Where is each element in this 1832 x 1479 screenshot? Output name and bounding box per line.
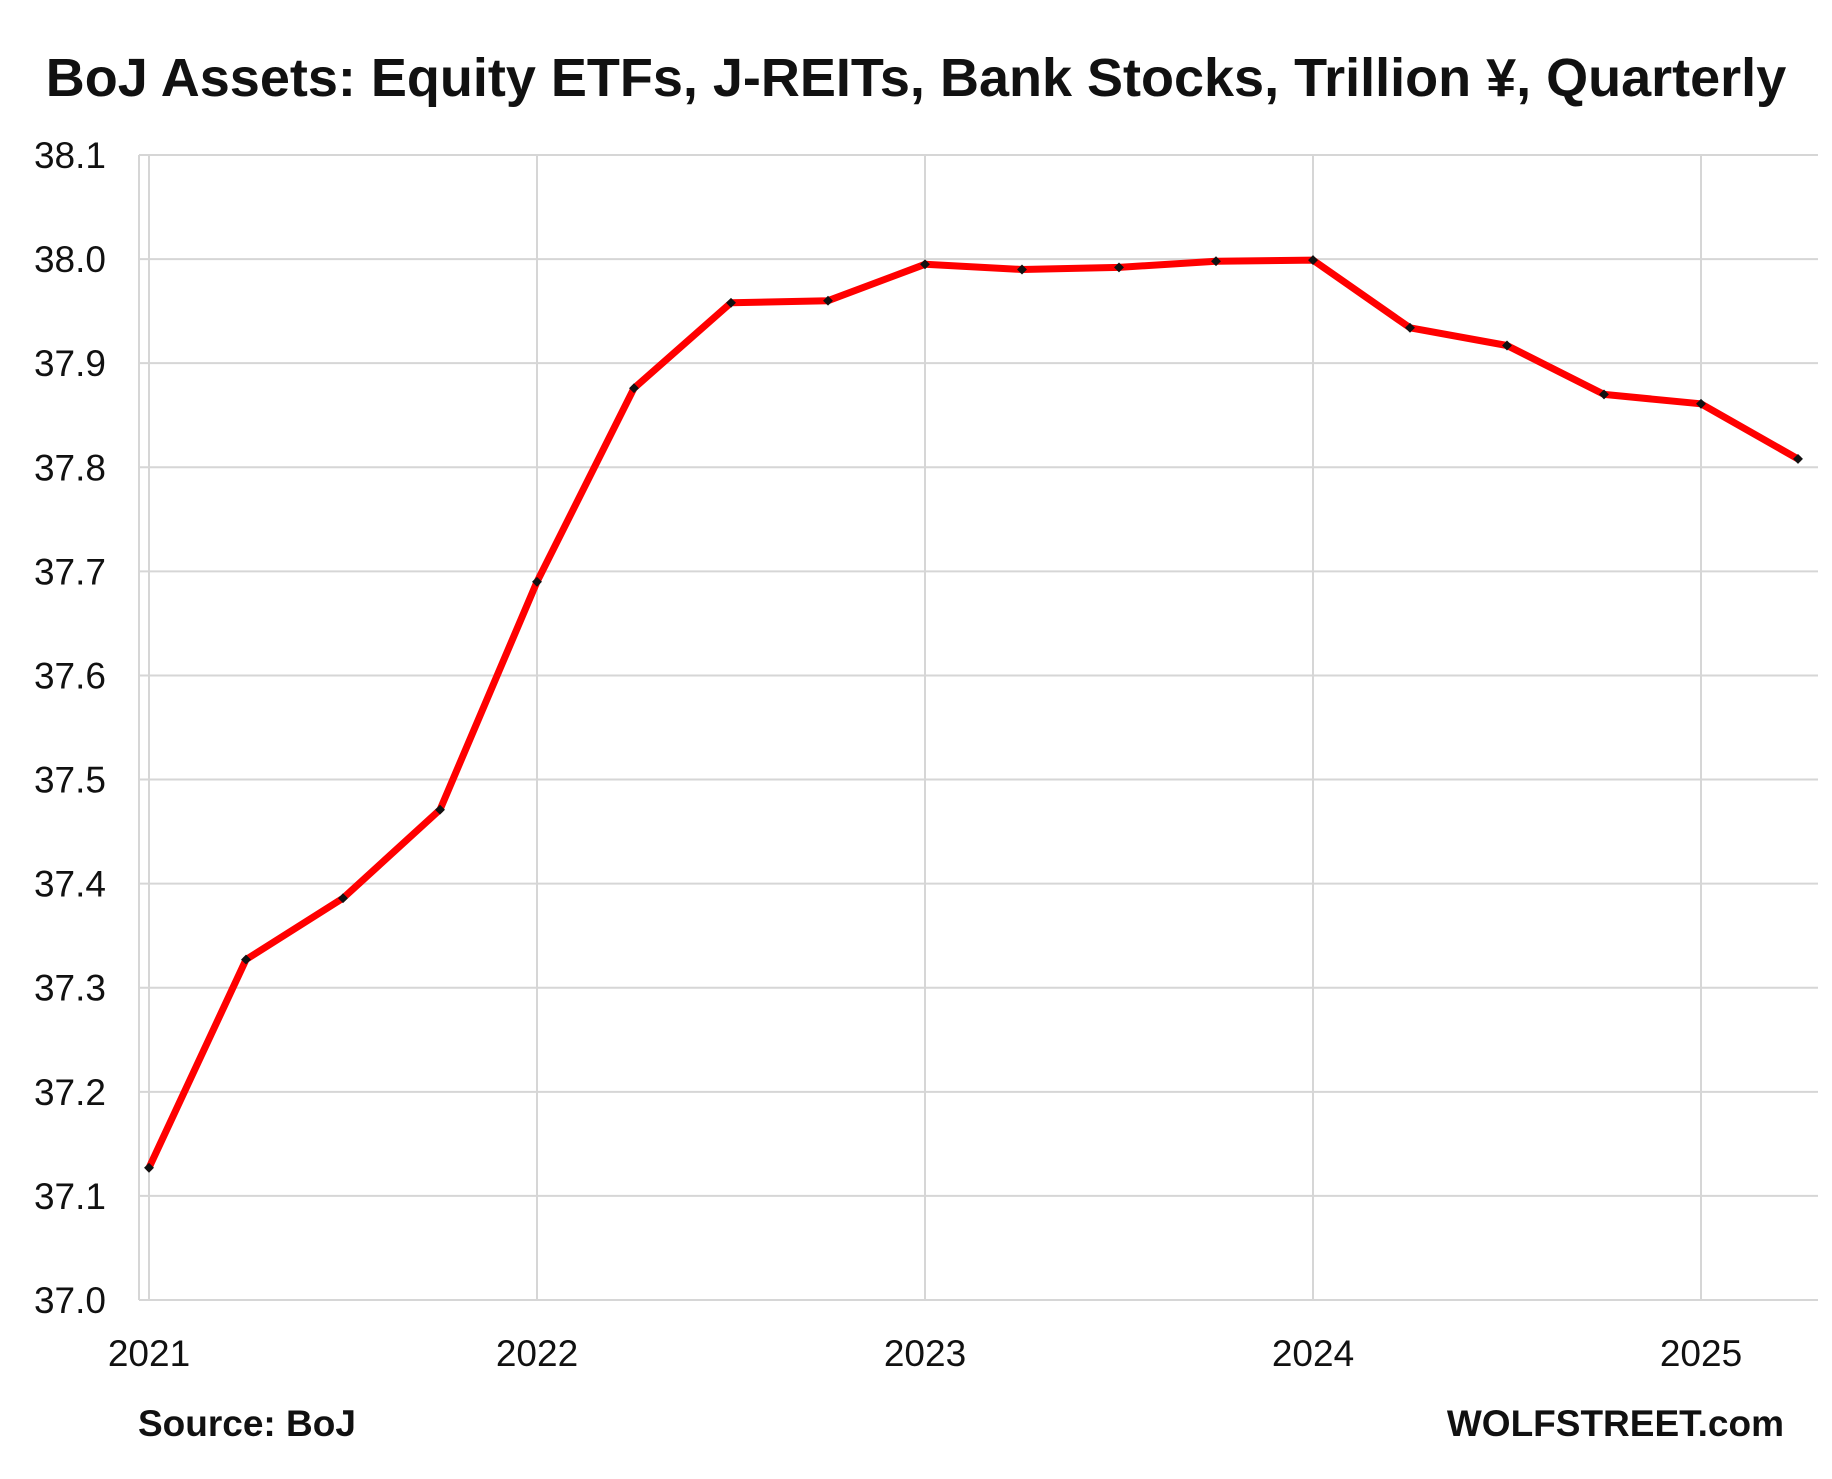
- x-tick-label: 2024: [1272, 1333, 1354, 1374]
- data-point: [1017, 264, 1027, 275]
- data-point: [435, 804, 445, 815]
- series-line: [145, 256, 1802, 1172]
- y-tick-label: 37.3: [34, 968, 106, 1009]
- y-tick-label: 37.1: [34, 1176, 106, 1217]
- x-tick-label: 2021: [108, 1333, 190, 1374]
- data-point: [1114, 262, 1124, 273]
- x-axis-ticks: 2021 2022 2023 2024 2025: [108, 1333, 1742, 1374]
- data-point: [920, 259, 930, 270]
- y-tick-label: 37.4: [34, 864, 106, 905]
- x-tick-label: 2023: [884, 1333, 966, 1374]
- data-point: [532, 576, 542, 587]
- data-point: [1211, 256, 1221, 267]
- gridlines: [138, 154, 1818, 1301]
- x-tick-label: 2022: [496, 1333, 578, 1374]
- y-axis-ticks: 37.0 37.1 37.2 37.3 37.4 37.5 37.6 37.7 37.8 37.9…: [34, 135, 106, 1321]
- data-point: [1696, 398, 1706, 409]
- data-point: [1405, 322, 1415, 333]
- data-point: [1308, 255, 1318, 266]
- data-point: [629, 383, 639, 394]
- y-tick-label: 37.5: [34, 760, 106, 801]
- brand-label: WOLFSTREET.com: [1447, 1403, 1784, 1444]
- data-point: [726, 297, 736, 308]
- data-point: [241, 954, 251, 965]
- data-point: [1502, 340, 1512, 351]
- y-tick-label: 37.6: [34, 655, 106, 696]
- y-tick-label: 37.8: [34, 447, 106, 488]
- x-tick-label: 2025: [1660, 1333, 1742, 1374]
- y-tick-label: 37.2: [34, 1072, 106, 1113]
- source-note: Source: BoJ: [138, 1403, 356, 1444]
- series-line-group: [145, 256, 1802, 1172]
- data-point: [144, 1162, 154, 1173]
- y-tick-label: 38.1: [34, 135, 106, 176]
- y-tick-label: 37.9: [34, 343, 106, 384]
- chart-title: BoJ Assets: Equity ETFs, J-REITs, Bank S…: [46, 48, 1786, 108]
- y-tick-label: 37.0: [34, 1280, 106, 1321]
- y-tick-label: 38.0: [34, 239, 106, 280]
- data-point: [823, 295, 833, 306]
- data-markers: [144, 255, 1803, 1173]
- data-point: [1599, 389, 1609, 400]
- data-point: [338, 893, 348, 904]
- data-point: [1793, 453, 1803, 464]
- y-tick-label: 37.7: [34, 551, 106, 592]
